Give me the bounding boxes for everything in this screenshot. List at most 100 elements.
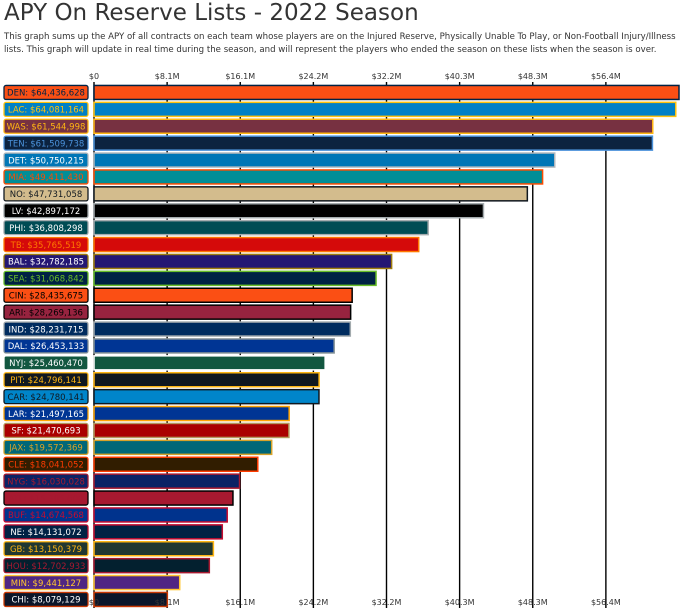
label-box-bal [3,253,89,270]
label-box-lac [3,101,89,117]
bar-ne[interactable] [93,524,224,540]
chart-description: This graph sums up the APY of all contra… [4,32,676,55]
data-label-no: NO: $47,731,058 [10,190,83,200]
label-box-was [3,118,89,134]
label-box-lar [3,405,89,422]
x-tick-label-bottom: $40.3M [445,598,475,607]
bar-dal[interactable] [93,338,335,354]
label-box-det [3,152,89,168]
data-label-ne: NE: $14,131,072 [10,528,81,538]
label-box-ne [3,524,89,540]
label-box-cle [3,456,89,472]
bar-atl[interactable] [93,490,234,506]
label-box-no [3,186,89,202]
label-box-buf [3,507,89,523]
page-title: APY On Reserve Lists - 2022 Season [4,0,419,26]
bar-sea[interactable] [93,270,377,287]
data-label-bal: BAL: $32,782,185 [8,258,84,268]
bar-was[interactable] [93,118,654,134]
data-label-jax: JAX: $19,572,369 [8,444,83,454]
bar-sf[interactable] [93,422,290,439]
axis-ticks: $0 $0 $8.1M $8.1M $16.1M $16.1M $24.2M $24.2M $3… [89,72,621,607]
label-box-atl [3,490,89,506]
label-box-phi [3,219,89,236]
bar-lv[interactable] [93,203,485,219]
label-box-nyj [3,355,89,371]
data-label-den: DEN: $64,436,628 [7,89,85,99]
data-label-ten: TEN: $61,509,738 [7,139,85,149]
bar-nyj[interactable] [93,355,326,371]
data-label-pit: PIT: $24,796,141 [10,376,82,386]
label-box-hou [3,558,89,574]
bar-bal[interactable] [93,253,393,270]
x-tick-label-top: $56.4M [591,72,621,81]
bar-car[interactable] [93,388,320,405]
x-tick-label-bottom: $32.2M [372,598,402,607]
bar-mia[interactable] [93,169,544,185]
label-box-car [3,388,89,405]
label-box-den [3,84,89,101]
bar-ten[interactable] [93,135,654,151]
bar-tb[interactable] [93,236,420,253]
data-label-nyg: NYG: $16,030,028 [7,477,85,487]
data-label-lac: LAC: $64,081,164 [8,106,84,116]
label-box-ind [3,321,89,337]
data-label-atl: ATL: $15,305,600 [9,494,84,504]
data-label-ari: ARI: $28,269,136 [9,308,83,318]
x-tick-label-top: $24.2M [298,72,328,81]
data-label-ind: IND: $28,231,715 [8,325,83,335]
bar-lar[interactable] [93,405,290,422]
bar-gb[interactable] [93,541,215,557]
data-label-tb: TB: $35,765,519 [10,241,82,251]
x-tick-label-bottom: $16.1M [225,598,255,607]
bar-pit[interactable] [93,372,320,388]
bar-phi[interactable] [93,219,429,236]
bar-den[interactable] [93,84,680,101]
data-label-lar: LAR: $21,497,165 [8,410,84,420]
bar-ind[interactable] [93,321,352,337]
label-box-chi [3,591,89,608]
label-box-sf [3,422,89,439]
bar-hou[interactable] [93,557,211,574]
bar-buf[interactable] [93,507,228,523]
label-box-sea [3,270,89,287]
label-box-dal [3,338,89,354]
x-tick-label-top: $16.1M [225,72,255,81]
data-label-det: DET: $50,750,215 [8,156,84,166]
label-box-gb [3,541,89,557]
bar-jax[interactable] [93,439,273,456]
label-box-cin [3,287,89,303]
data-label-sea: SEA: $31,068,842 [8,275,84,285]
data-label-car: CAR: $24,780,141 [7,393,84,403]
data-label-sf: SF: $21,470,693 [11,427,80,437]
label-box-ten [3,135,89,151]
x-tick-label-bottom: $8.1M [155,598,180,607]
data-label-lv: LV: $42,897,172 [12,207,81,217]
data-label-gb: GB: $13,150,379 [10,545,82,555]
data-label-nyj: NYJ: $25,460,470 [9,359,83,369]
x-tick-label-top: $40.3M [445,72,475,81]
bar-det[interactable] [93,152,556,168]
label-box-pit [3,372,89,388]
label-box-tb [3,236,89,253]
data-label-cle: CLE: $18,041,052 [8,460,84,470]
label-box-lv [3,203,89,219]
bar-cin[interactable] [93,287,353,303]
bar-cle[interactable] [93,456,259,472]
bar-min[interactable] [93,574,181,591]
data-label-dal: DAL: $26,453,133 [8,342,85,352]
label-box-nyg [3,473,89,489]
bar-lac[interactable] [93,101,677,118]
bar-chi[interactable] [93,591,169,608]
x-tick-label-bottom: $0 [89,598,99,607]
label-box-jax [3,439,89,456]
x-tick-label-bottom: $56.4M [591,598,621,607]
x-tick-label-top: $48.3M [518,72,548,81]
data-label-mia: MIA: $49,411,430 [8,173,83,183]
bar-ari[interactable] [93,304,352,320]
bar-nyg[interactable] [93,473,241,489]
data-label-chi: CHI: $8,079,129 [11,596,80,606]
data-label-buf: BUF: $14,674,568 [8,511,84,521]
bar-no[interactable] [93,186,529,202]
